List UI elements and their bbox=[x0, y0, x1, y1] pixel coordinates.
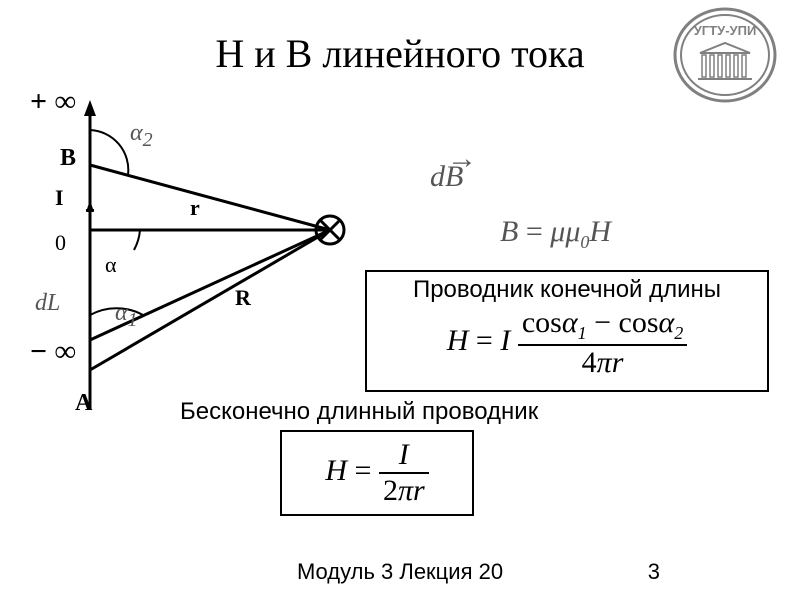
label-R: R bbox=[235, 285, 251, 311]
infinite-conductor-title: Бесконечно длинный проводник bbox=[180, 398, 538, 426]
label-I: I bbox=[55, 185, 64, 211]
geometry-diagram bbox=[10, 80, 410, 420]
infinite-conductor-formula: H = I 2πr bbox=[292, 438, 462, 508]
label-zero: 0 bbox=[55, 230, 66, 256]
label-A-point: A bbox=[75, 390, 92, 417]
label-r: r bbox=[190, 195, 200, 221]
formula-B-eq: B = μμ0H bbox=[500, 215, 611, 253]
label-plus-infinity: + ∞ bbox=[30, 85, 76, 119]
finite-conductor-formula: H = I cosα1 − cosα2 4πr bbox=[377, 306, 757, 380]
infinite-conductor-box: H = I 2πr bbox=[280, 430, 474, 516]
label-minus-infinity: − ∞ bbox=[30, 335, 76, 369]
label-dL: dL bbox=[35, 290, 60, 317]
label-alpha2: α2 bbox=[130, 120, 153, 152]
logo-text: УГТУ-УПИ bbox=[694, 23, 757, 38]
university-logo: УГТУ-УПИ bbox=[670, 5, 780, 105]
page-number: 3 bbox=[648, 559, 660, 585]
finite-conductor-title: Проводник конечной длины bbox=[377, 276, 757, 304]
finite-conductor-box: Проводник конечной длины H = I cosα1 − c… bbox=[365, 270, 769, 392]
formula-dB: d→B bbox=[430, 160, 463, 194]
label-alpha: α bbox=[105, 252, 117, 278]
label-alpha1: α1 bbox=[115, 300, 138, 332]
footer-text: Модуль 3 Лекция 20 bbox=[0, 559, 800, 585]
label-B-point: B bbox=[60, 145, 76, 172]
